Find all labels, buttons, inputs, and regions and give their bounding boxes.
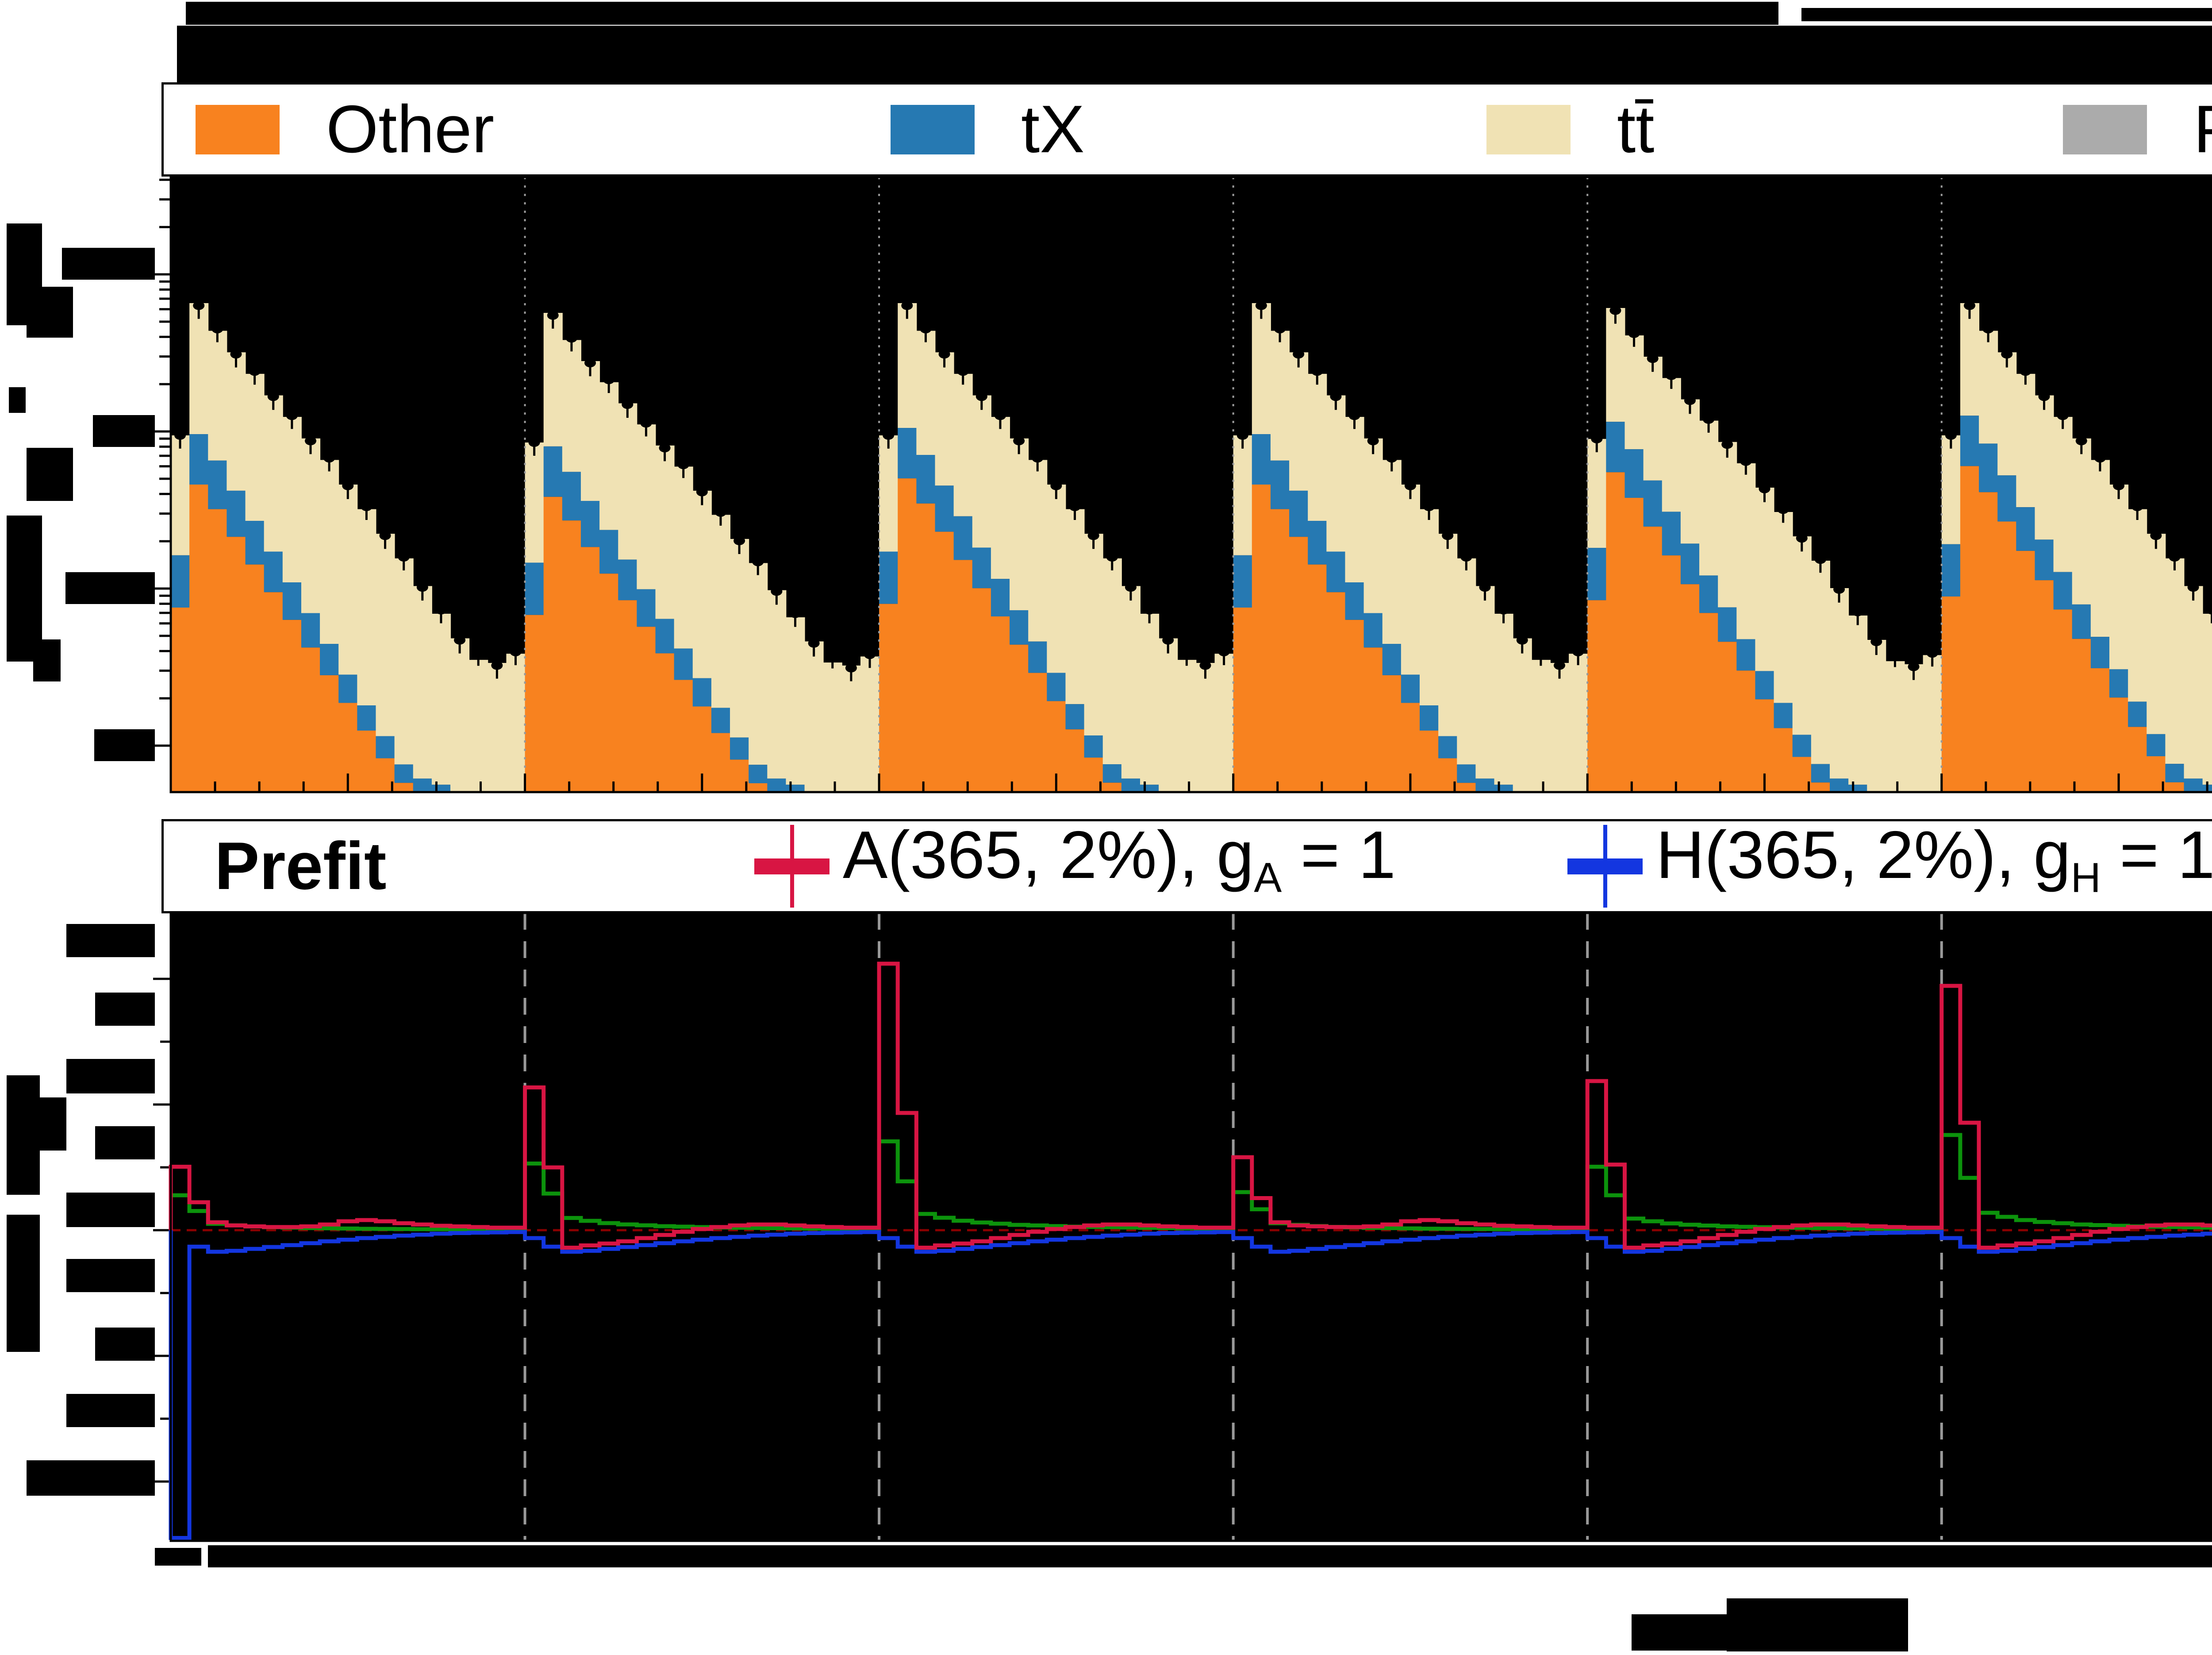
redacted-y-label-bar	[93, 415, 155, 447]
redacted-y-label-bar	[95, 1126, 155, 1159]
redacted-y-label-bar	[66, 924, 155, 957]
legend-item-other: Other	[196, 85, 494, 174]
redacted-y-label-bar	[62, 248, 155, 280]
redacted-y-label-bar	[9, 387, 26, 413]
tx-swatch	[891, 104, 975, 154]
red-cross-icon	[750, 821, 834, 911]
redacted-y-label-bar	[95, 1328, 155, 1361]
legend-title-prefit: Prefit	[215, 828, 387, 904]
redacted-x-title-bar	[1632, 1614, 1727, 1651]
legend-label-other: Other	[326, 92, 495, 167]
legend-top: Other tX tt̄ Prefit uncertainty Data	[161, 82, 2212, 177]
redacted-y-label-bar	[94, 729, 155, 761]
redacted-y-label-bar	[66, 1193, 155, 1227]
redacted-y-label-bar	[66, 1059, 155, 1093]
legend-label-prefit-uncertainty: Prefit uncertainty	[2193, 85, 2212, 174]
redacted-y-label-bar	[7, 223, 42, 325]
redacted-y-label-bar	[7, 1075, 40, 1195]
legend-label-ttbar: tt̄	[1617, 92, 1655, 167]
legend-item-signal-A: A(365, 2%), gA = 1	[750, 817, 1396, 911]
redacted-y-label-bar	[27, 1460, 155, 1496]
redacted-x-title-bar	[1727, 1598, 1908, 1651]
legend-item-ttbar: tt̄	[1486, 85, 1654, 174]
legend-item-signal-H: H(365, 2%), gH = 1	[1563, 817, 2212, 911]
redacted-y-label-bar	[7, 516, 42, 662]
redacted-x-tick-bar	[208, 1545, 2212, 1567]
legend-label-signal-H: H(365, 2%), gH = 1	[1656, 817, 2212, 901]
redacted-y-label-bar	[27, 448, 73, 501]
legend-label-signal-A: A(365, 2%), gA = 1	[843, 817, 1396, 901]
redacted-y-label-bar	[95, 993, 155, 1026]
redacted-y-label-bar	[7, 1215, 40, 1352]
blue-cross-icon	[1563, 821, 1647, 911]
redacted-title-bar	[177, 26, 2212, 82]
redacted-y-label-bar	[65, 572, 155, 604]
redacted-title-bar	[186, 2, 1778, 25]
prefit-uncertainty-swatch	[2063, 104, 2147, 154]
redacted-y-label-bar	[66, 1394, 155, 1427]
legend-bottom: Prefit A(365, 2%), gA = 1 H(365, 2%), gH…	[161, 817, 2212, 913]
legend-item-tx: tX	[891, 85, 1085, 174]
redacted-title-bar	[1801, 8, 2212, 21]
legend-label-tx: tX	[1021, 92, 1085, 167]
ttbar-swatch	[1486, 104, 1571, 154]
redacted-x-tick-bar	[155, 1548, 201, 1566]
other-swatch	[196, 104, 280, 154]
legend-item-prefit-uncertainty: Prefit uncertainty	[2063, 85, 2212, 174]
redacted-y-label-bar	[66, 1259, 155, 1292]
redacted-y-label-bar	[33, 639, 61, 681]
